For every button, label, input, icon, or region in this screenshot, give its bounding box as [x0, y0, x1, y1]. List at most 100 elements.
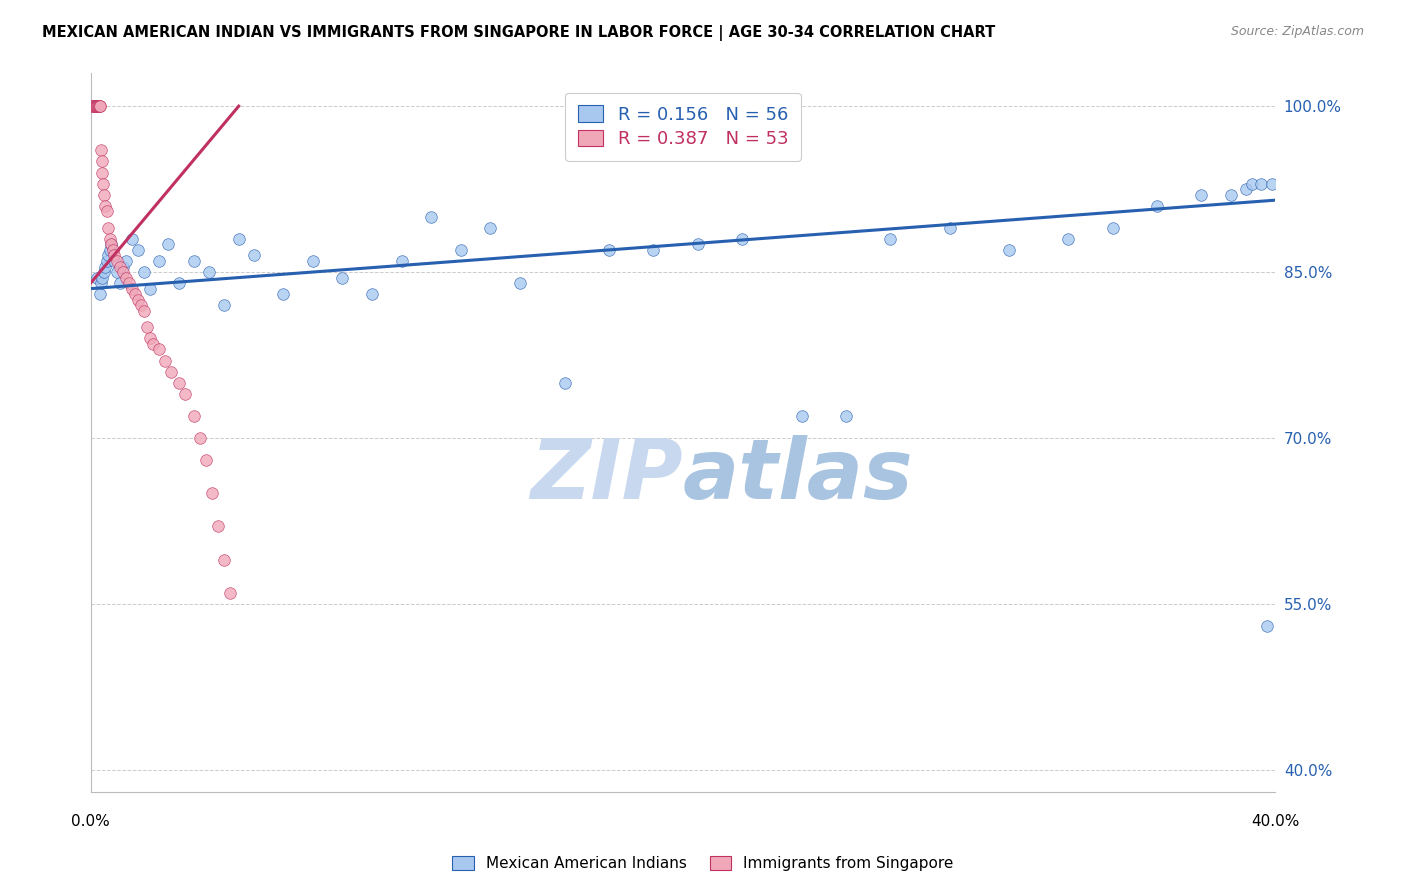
Point [1146, 199, 1168, 213]
Point [139, 282, 162, 296]
Point [212, 552, 235, 566]
Point [132, 303, 155, 318]
Text: MEXICAN AMERICAN INDIAN VS IMMIGRANTS FROM SINGAPORE IN LABOR FORCE | AGE 30-34 : MEXICAN AMERICAN INDIAN VS IMMIGRANTS FR… [42, 25, 995, 41]
Point [84, 99, 107, 113]
Point [301, 254, 323, 268]
Point [89, 99, 111, 113]
Text: atlas: atlas [683, 435, 914, 516]
Legend: Mexican American Indians, Immigrants from Singapore: Mexican American Indians, Immigrants fro… [446, 850, 960, 877]
Point [121, 282, 143, 296]
Point [115, 270, 138, 285]
Point [156, 237, 179, 252]
Point [509, 276, 531, 290]
Point [86, 270, 108, 285]
Point [332, 270, 354, 285]
Point [731, 232, 754, 246]
Point [391, 254, 413, 268]
Point [195, 453, 218, 467]
Point [87, 99, 110, 113]
Point [86, 99, 108, 113]
Point [127, 243, 149, 257]
Point [790, 409, 813, 423]
Point [938, 220, 960, 235]
Point [1256, 619, 1278, 633]
Point [1057, 232, 1080, 246]
Point [83, 99, 105, 113]
Point [91, 270, 114, 285]
Point [242, 248, 264, 262]
Point [103, 254, 125, 268]
Point [84, 99, 107, 113]
Point [139, 331, 162, 345]
Point [82, 99, 104, 113]
Point [86, 99, 108, 113]
Point [87, 99, 110, 113]
Point [96, 254, 118, 268]
Point [835, 409, 858, 423]
Point [554, 376, 576, 390]
Point [89, 99, 111, 113]
Point [93, 177, 115, 191]
Point [643, 243, 665, 257]
Point [135, 320, 157, 334]
Point [97, 248, 120, 262]
Point [87, 99, 110, 113]
Point [90, 154, 112, 169]
Point [98, 243, 121, 257]
Point [174, 386, 197, 401]
Point [686, 237, 709, 252]
Point [879, 232, 901, 246]
Point [132, 265, 155, 279]
Point [228, 232, 250, 246]
Point [127, 293, 149, 307]
Point [83, 99, 105, 113]
Point [105, 265, 128, 279]
Text: 0.0%: 0.0% [72, 814, 110, 829]
Point [93, 187, 115, 202]
Point [153, 353, 176, 368]
Point [93, 265, 115, 279]
Point [218, 586, 240, 600]
Point [124, 287, 146, 301]
Point [115, 254, 138, 268]
Point [1261, 177, 1284, 191]
Point [1240, 177, 1263, 191]
Point [87, 99, 110, 113]
Point [100, 237, 122, 252]
Point [110, 276, 132, 290]
Point [271, 287, 294, 301]
Text: ZIP: ZIP [530, 435, 683, 516]
Point [1101, 220, 1123, 235]
Point [118, 276, 141, 290]
Point [112, 260, 135, 274]
Point [148, 254, 170, 268]
Point [83, 99, 105, 113]
Point [121, 232, 143, 246]
Point [183, 409, 205, 423]
Point [129, 298, 152, 312]
Point [100, 237, 122, 252]
Point [1234, 182, 1257, 196]
Point [207, 519, 229, 533]
Point [420, 210, 443, 224]
Point [103, 248, 125, 262]
Point [1189, 187, 1212, 202]
Point [148, 343, 170, 357]
Point [169, 276, 191, 290]
Point [1220, 187, 1243, 202]
Point [94, 199, 117, 213]
Legend: R = 0.156   N = 56, R = 0.387   N = 53: R = 0.156 N = 56, R = 0.387 N = 53 [565, 93, 801, 161]
Point [90, 276, 112, 290]
Text: Source: ZipAtlas.com: Source: ZipAtlas.com [1230, 25, 1364, 38]
Point [112, 265, 135, 279]
Point [97, 220, 120, 235]
Point [94, 260, 117, 274]
Point [142, 337, 165, 351]
Point [450, 243, 472, 257]
Point [598, 243, 620, 257]
Point [82, 99, 104, 113]
Point [96, 204, 118, 219]
Point [159, 365, 181, 379]
Point [212, 298, 235, 312]
Point [201, 486, 224, 500]
